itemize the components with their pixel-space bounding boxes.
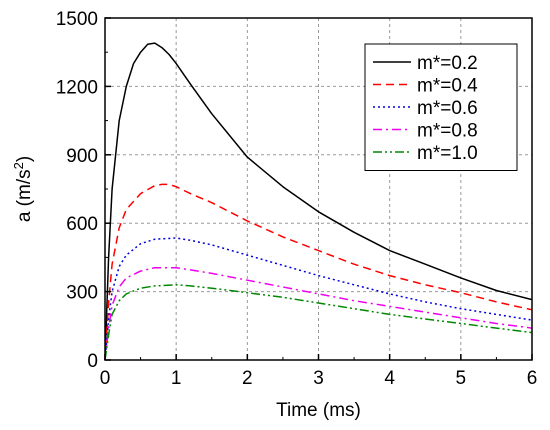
y-tick-label: 900 [66,146,98,167]
y-tick-label: 1500 [56,9,98,30]
legend-label-1: m*=0.2 [417,53,478,74]
x-tick-label: 5 [456,368,467,389]
y-tick-labels: 0 300 600 900 1200 1500 [56,9,98,372]
x-tick-label: 6 [527,368,538,389]
x-axis-title: Time (ms) [276,400,361,421]
y-tick-label: 1200 [56,77,98,98]
series-line-5 [104,284,533,361]
legend: m*=0.2m*=0.4m*=0.6m*=0.8m*=1.0 [364,43,518,171]
y-tick-label: 0 [87,351,98,372]
x-tick-labels: 0 1 2 3 4 5 6 [100,368,538,389]
legend-box [364,43,518,171]
y-axis-title-main: a (m/s [14,169,35,222]
x-tick-label: 4 [384,368,395,389]
y-tick-label: 300 [66,283,98,304]
series-line-2 [104,183,533,361]
series-line-4 [104,266,533,361]
legend-label-5: m*=1.0 [417,143,478,164]
y-axis-title-superscript: 2 [11,162,26,169]
x-tick-label: 1 [171,368,182,389]
y-axis-title-close: ) [14,156,35,162]
x-tick-label: 0 [100,368,111,389]
axis-ticks [104,17,533,361]
y-axis-title: a (m/s2) [11,156,36,222]
legend-label-3: m*=0.6 [417,98,478,119]
legend-label-2: m*=0.4 [417,76,478,97]
x-tick-label: 3 [313,368,324,389]
x-tick-label: 2 [242,368,253,389]
y-tick-label: 600 [66,214,98,235]
legend-label-4: m*=0.8 [417,121,478,142]
series-lines [104,42,533,361]
series-line-3 [104,237,533,361]
series-line-1 [104,42,533,361]
